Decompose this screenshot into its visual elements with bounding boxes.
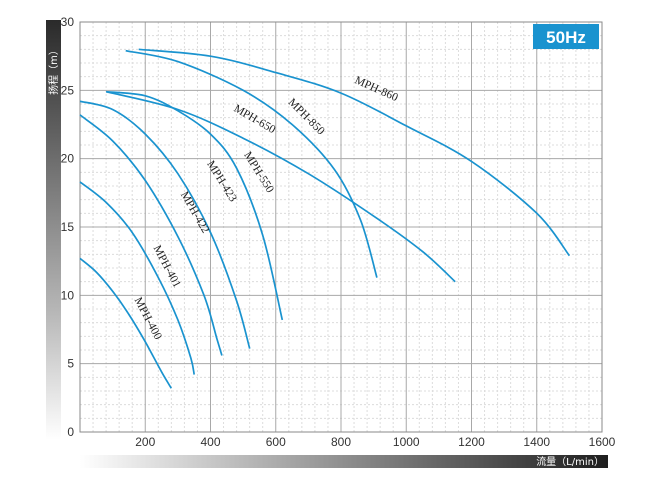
y-axis-title: 扬程（m） xyxy=(47,45,60,95)
y-tick-label: 30 xyxy=(61,15,75,29)
y-axis-bar xyxy=(46,20,61,440)
pump-curves xyxy=(79,48,571,389)
curve-mph-850 xyxy=(125,49,378,278)
curve-label-mph-422: MPH-422 xyxy=(178,190,212,236)
x-axis-bar xyxy=(80,455,608,468)
curve-mph-650 xyxy=(105,90,456,283)
curve-mph-860 xyxy=(138,48,571,257)
x-axis-title: 流量（L/min） xyxy=(536,455,604,468)
y-tick-label: 25 xyxy=(61,83,75,97)
x-tick-label: 200 xyxy=(135,435,155,449)
curve-label-mph-400: MPH-400 xyxy=(132,295,164,341)
y-tick-label: 5 xyxy=(67,357,74,371)
y-tick-label: 0 xyxy=(67,425,74,439)
x-tick-label: 1600 xyxy=(589,435,616,449)
curve-mph-401 xyxy=(79,181,196,375)
curve-label-mph-423: MPH-423 xyxy=(204,159,239,205)
frequency-badge xyxy=(533,24,599,49)
curve-mph-400 xyxy=(79,257,173,389)
curve-label-mph-401: MPH-401 xyxy=(151,243,183,289)
x-tick-label: 1400 xyxy=(523,435,550,449)
curve-label-mph-850: MPH-850 xyxy=(286,96,327,137)
curve-mph-550 xyxy=(106,90,284,321)
x-tick-label: 800 xyxy=(331,435,351,449)
y-tick-label: 20 xyxy=(61,152,75,166)
y-tick-label: 15 xyxy=(61,220,75,234)
y-tick-label: 10 xyxy=(61,288,75,302)
grid-major xyxy=(80,22,602,432)
x-tick-label: 600 xyxy=(266,435,286,449)
curve-mph-423 xyxy=(79,100,251,349)
frequency-badge-label: 50Hz xyxy=(546,28,586,47)
x-tick-label: 400 xyxy=(200,435,220,449)
x-tick-labels: 200 400 600 800 1000 1200 1400 1600 xyxy=(135,435,615,449)
curve-mph-422 xyxy=(79,114,223,356)
y-tick-labels: 0 5 10 15 20 25 30 xyxy=(61,15,75,439)
plot-frame xyxy=(79,21,603,433)
x-tick-label: 1000 xyxy=(393,435,420,449)
x-tick-label: 1200 xyxy=(458,435,485,449)
